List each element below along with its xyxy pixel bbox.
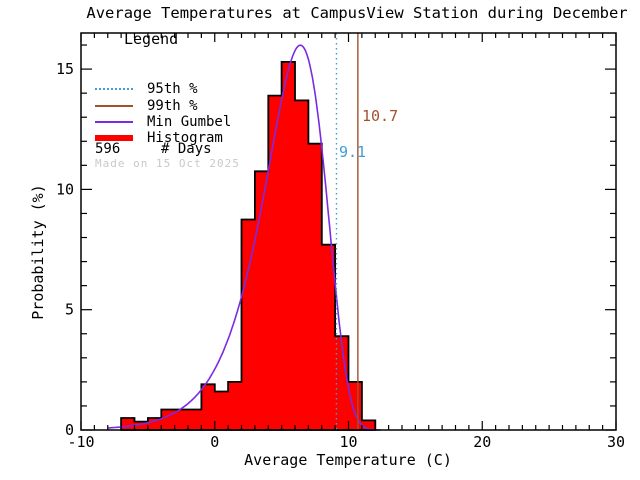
days-count-label: # Days [161,140,212,157]
histogram-bars [120,61,377,431]
legend-item-label: 95th % [147,80,198,97]
y-tick-label: 15 [56,60,74,78]
days-count-value: 596 [95,140,121,157]
chart-title: Average Temperatures at CampusView Stati… [86,4,628,22]
legend-title: Legend [124,30,179,48]
solid-line-swatch-icon [95,104,133,107]
y-tick-label: 5 [65,301,74,319]
legend-item-label: Histogram [147,129,223,146]
legend: Legend 95th % 99th % Min Gumbel Histogra… [95,30,285,170]
legend-item-min-gumbel: Min Gumbel [95,113,232,130]
gumbel-curve [107,44,381,431]
thick-line-swatch-icon [95,134,133,141]
x-tick-label: 30 [607,433,625,451]
y-axis-label: Probability (%) [29,184,47,320]
dotted-line-swatch-icon [95,87,133,90]
y-tick-label: 0 [65,421,74,439]
solid-line-swatch-icon [95,120,133,123]
legend-item-99th-percentile: 99th % [95,97,198,114]
legend-item-label: 99th % [147,97,198,114]
percentile-95-value-label: 9.1 [339,143,367,161]
y-tick-label: 10 [56,180,74,198]
x-tick-label: 10 [339,433,357,451]
x-tick-label: -10 [67,433,94,451]
x-tick-label: 20 [473,433,491,451]
percentile-99-value-label: 10.7 [362,107,399,125]
legend-item-histogram: Histogram [95,129,223,146]
legend-item-label: Min Gumbel [147,113,232,130]
x-tick-label: 0 [210,433,219,451]
made-on-watermark: Made on 15 Oct 2025 [95,157,240,170]
legend-item-95th-percentile: 95th % [95,80,198,97]
x-axis-label: Average Temperature (C) [244,451,452,469]
legend-item-days-count: 596 # Days [95,140,212,157]
